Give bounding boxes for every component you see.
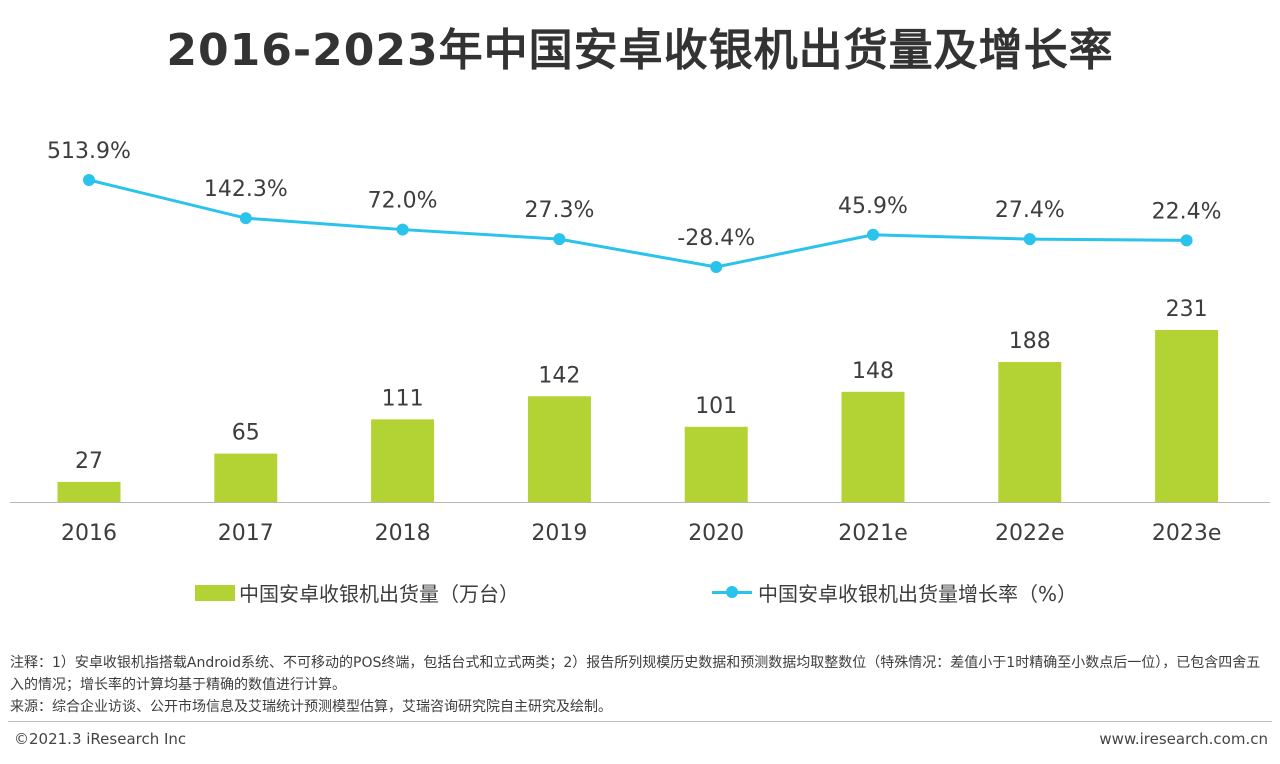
legend: 中国安卓收银机出货量（万台） 中国安卓收银机出货量增长率（%）	[0, 578, 1280, 610]
x-tick-label: 2019	[531, 521, 587, 546]
growth-point	[867, 228, 879, 241]
copyright: ©2021.3 iResearch Inc	[14, 730, 187, 748]
bar-value-label: 148	[852, 359, 894, 384]
bar	[57, 481, 121, 502]
legend-line-swatch	[712, 585, 752, 601]
bar-value-label: 65	[232, 421, 260, 446]
x-tick-label: 2020	[688, 521, 744, 546]
growth-value-label: 27.3%	[524, 198, 594, 223]
bar	[527, 396, 591, 502]
x-axis: 2016 2017 2018 2019 2020 2021e 2022e 2023e	[10, 502, 1270, 546]
legend-bar-swatch	[195, 584, 235, 601]
legend-item-growth: 中国安卓收银机出货量增长率（%）	[712, 578, 1077, 607]
footnote: 注释：1）安卓收银机指搭载Android系统、不可移动的POS终端，包括台式和立…	[10, 652, 1272, 718]
bar-value-label: 111	[382, 386, 424, 411]
bar-value-label: 27	[75, 449, 103, 474]
growth-value-label: 45.9%	[838, 194, 908, 219]
x-tick-label: 2023e	[1152, 521, 1222, 546]
growth-point	[396, 223, 409, 236]
growth-line	[88, 178, 1187, 269]
growth-point	[1023, 233, 1036, 246]
legend-label-volume: 中国安卓收银机出货量（万台）	[239, 582, 519, 606]
bar	[841, 391, 905, 502]
growth-value-label: 27.4%	[995, 198, 1065, 223]
bar-value-label: 231	[1166, 297, 1208, 322]
footnote-source: 来源：综合企业访谈、公开市场信息及艾瑞统计预测模型估算，艾瑞咨询研究院自主研究及…	[10, 699, 612, 715]
legend-label-growth: 中国安卓收银机出货量增长率（%）	[758, 582, 1078, 606]
growth-value-label: 72.0%	[368, 189, 438, 214]
growth-point	[553, 233, 566, 246]
bar	[214, 453, 278, 502]
growth-value-label: -28.4%	[677, 226, 755, 251]
footer-divider	[8, 721, 1272, 722]
footnote-note: 注释：1）安卓收银机指搭载Android系统、不可移动的POS终端，包括台式和立…	[10, 655, 1261, 693]
x-tick-label: 2018	[375, 521, 431, 546]
x-tick-label: 2022e	[995, 521, 1065, 546]
website-link: www.iresearch.com.cn	[1099, 730, 1268, 748]
bar-value-label: 142	[538, 363, 580, 388]
bar-value-label: 188	[1009, 329, 1051, 354]
bars-layer: 27 65 111 142 101 148 188 231	[57, 297, 1219, 502]
x-tick-label: 2021e	[838, 521, 908, 546]
growth-value-label: 513.9%	[47, 139, 131, 164]
growth-value-label: 22.4%	[1152, 199, 1222, 224]
growth-point	[83, 174, 95, 186]
x-tick-label: 2016	[61, 521, 117, 546]
growth-point	[710, 261, 723, 273]
x-tick-label: 2017	[218, 521, 274, 546]
growth-value-label: 142.3%	[204, 177, 288, 202]
growth-point	[1180, 234, 1193, 247]
bar	[684, 426, 748, 502]
bar	[371, 419, 435, 502]
legend-item-volume: 中国安卓收银机出货量（万台）	[195, 578, 519, 607]
growth-point	[239, 212, 252, 225]
chart-title: 2016-2023年中国安卓收银机出货量及增长率	[166, 25, 1114, 76]
bar	[998, 362, 1062, 502]
bar	[1155, 330, 1219, 502]
growth-line-layer: 513.9% 142.3% 72.0% 27.3% -28.4% 45.9% 27.4% 22…	[47, 139, 1222, 273]
bar-value-label: 101	[695, 394, 737, 419]
